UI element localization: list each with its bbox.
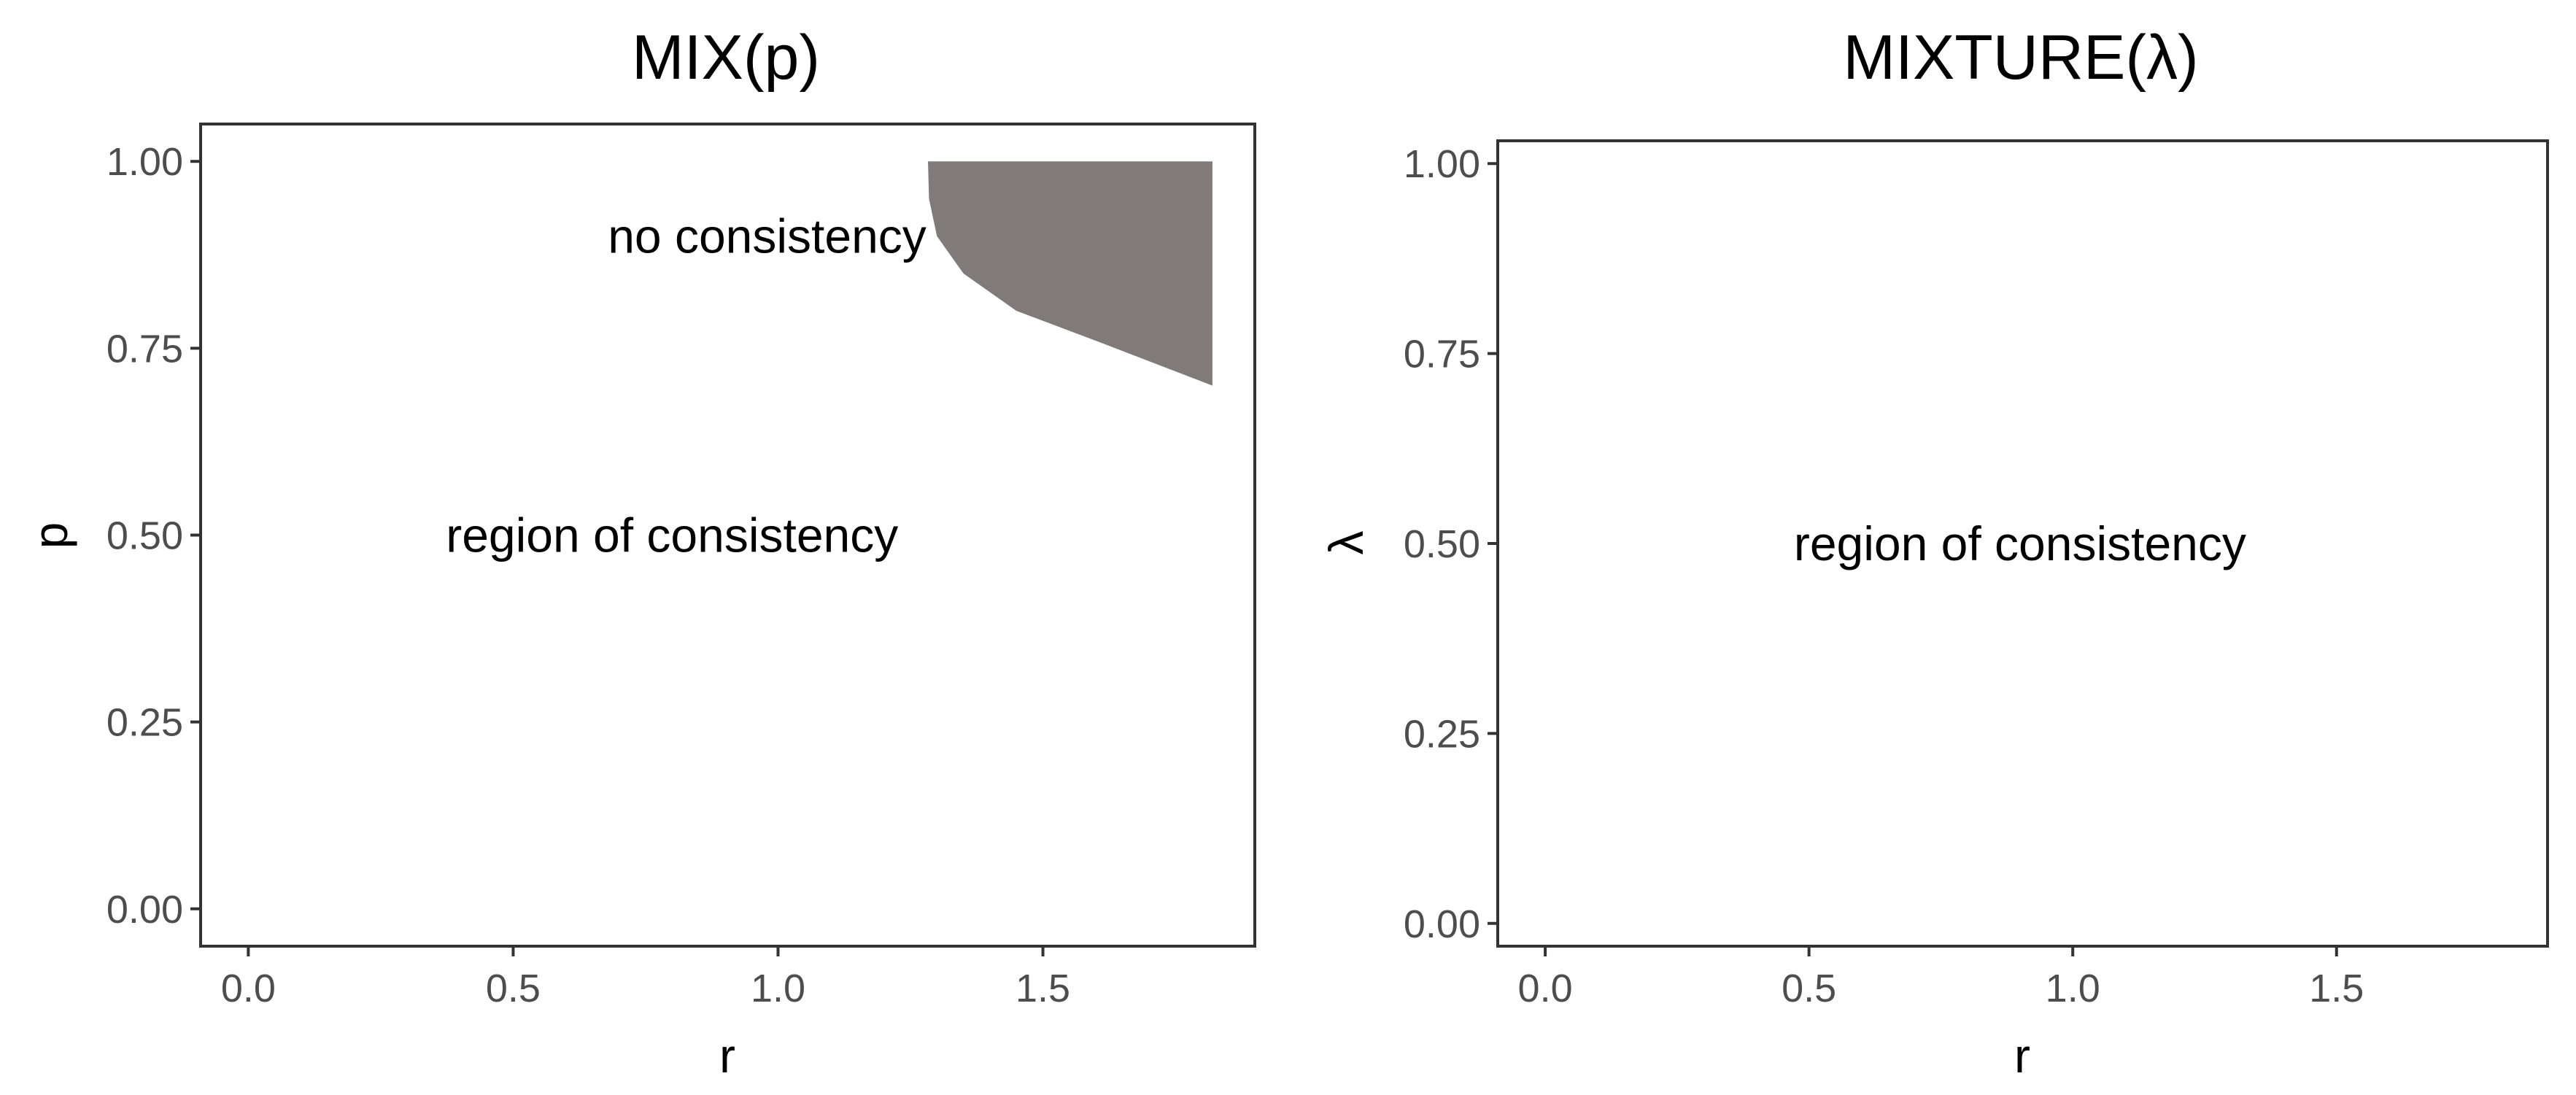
annotation-label: no consistency (608, 209, 927, 263)
x-tick-label: 0.5 (486, 967, 541, 1010)
plot-area (1496, 139, 2549, 948)
x-tick-label: 1.0 (2046, 967, 2100, 1010)
y-tick-label: 1.00 (1404, 142, 1480, 186)
y-tick-label: 0.75 (107, 327, 183, 371)
y-tick-label: 0.50 (107, 514, 183, 558)
axis-ticks: 0.0 0.5 1.0 1.5 0.00 0.25 0.50 0.75 1.00 (107, 140, 1070, 1010)
y-tick-label: 0.00 (1404, 902, 1480, 946)
plot-marks: region of consistency (1794, 516, 2246, 570)
y-tick-label: 0.00 (107, 888, 183, 932)
x-tick-label: 1.5 (1016, 967, 1070, 1010)
no-consistency-region (928, 161, 1212, 386)
x-tick-label: 1.5 (2309, 967, 2364, 1010)
y-tick-label: 1.00 (107, 140, 183, 184)
x-tick-label: 0.0 (221, 967, 276, 1010)
panel-mixture-lambda: MIXTURE(λ) region of consistency 0.0 0.5 1… (1319, 23, 2549, 1083)
y-tick-label: 0.25 (107, 701, 183, 745)
panel-title: MIXTURE(λ) (1843, 23, 2198, 93)
x-tick-label: 0.5 (1782, 967, 1836, 1010)
panel-title: MIX(p) (632, 23, 820, 93)
x-tick-label: 0.0 (1518, 967, 1573, 1010)
annotation-label: region of consistency (1794, 516, 2246, 570)
y-tick-label: 0.75 (1404, 333, 1480, 376)
panel-mix-p: MIX(p) no consistency region of consisten… (23, 23, 1256, 1083)
x-axis-label: r (719, 1029, 735, 1083)
y-axis-label: λ (1319, 531, 1373, 555)
axis-ticks: 0.0 0.5 1.0 1.5 0.00 0.25 0.50 0.75 1.00 (1404, 142, 2364, 1010)
x-tick-label: 1.0 (751, 967, 805, 1010)
annotation-label: region of consistency (446, 508, 898, 562)
y-tick-label: 0.25 (1404, 712, 1480, 756)
y-tick-label: 0.50 (1404, 522, 1480, 566)
y-axis-label: p (23, 522, 77, 549)
x-axis-label: r (2014, 1029, 2030, 1083)
plot-marks: no consistency region of consistency (446, 161, 1212, 562)
